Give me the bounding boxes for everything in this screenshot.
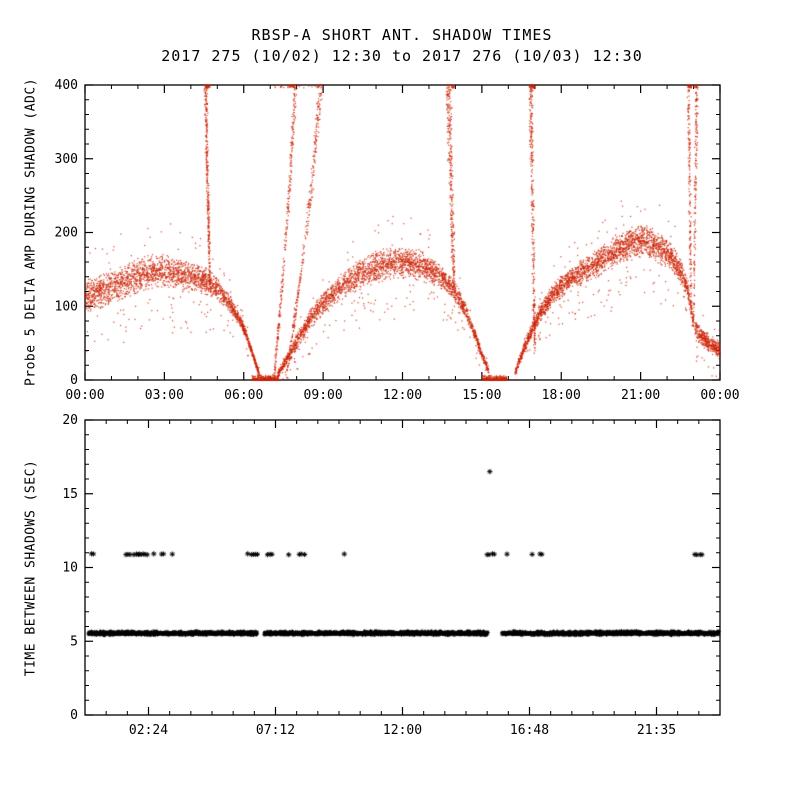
scatter-points-layer — [0, 0, 800, 800]
plot-page: RBSP-A SHORT ANT. SHADOW TIMES 2017 275 … — [0, 0, 800, 800]
